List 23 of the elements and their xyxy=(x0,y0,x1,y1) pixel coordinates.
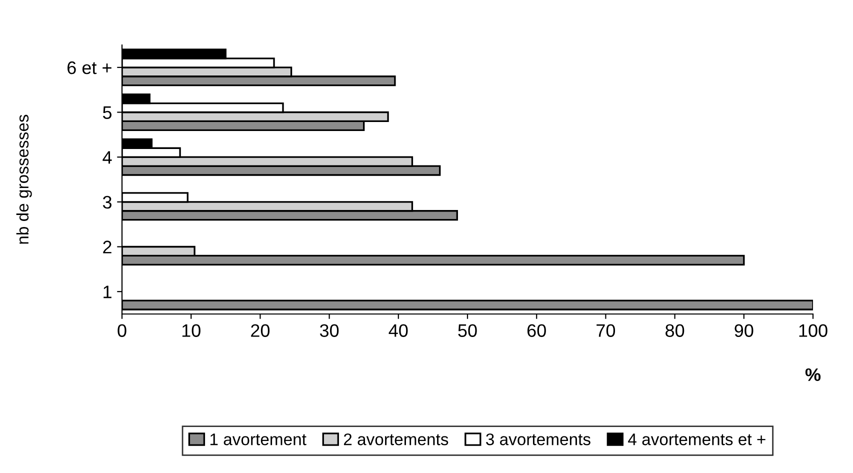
x-tick-label: 30 xyxy=(320,324,339,337)
y-tick-label: 2 xyxy=(103,240,112,254)
x-tick-label: 60 xyxy=(527,324,546,337)
x-tick-label: 20 xyxy=(251,324,270,337)
y-tick-label: 4 xyxy=(102,151,112,164)
x-tick-label: 0 xyxy=(118,324,126,337)
y-axis-title: nb de grossesses xyxy=(16,114,32,244)
legend-label: 4 avortements et + xyxy=(628,434,766,446)
y-tick-label: 3 xyxy=(102,196,112,209)
legend-label: 3 avortements xyxy=(486,433,590,446)
y-tick-label: 1 xyxy=(104,286,112,298)
x-tick-label: 40 xyxy=(388,324,408,337)
legend-label: 1 avortement xyxy=(210,434,306,446)
x-tick-label: 50 xyxy=(458,324,477,337)
x-tick-label: 70 xyxy=(596,324,616,337)
y-tick-label: 5 xyxy=(102,106,112,119)
x-axis-title: % xyxy=(805,368,821,382)
y-tick-label: 6 et + xyxy=(68,61,112,74)
x-tick-label: 10 xyxy=(182,324,200,337)
x-tick-label: 80 xyxy=(666,324,684,337)
x-tick-label: 90 xyxy=(734,324,754,337)
legend-label: 2 avortements xyxy=(344,433,448,446)
x-tick-label: 100 xyxy=(799,324,828,337)
